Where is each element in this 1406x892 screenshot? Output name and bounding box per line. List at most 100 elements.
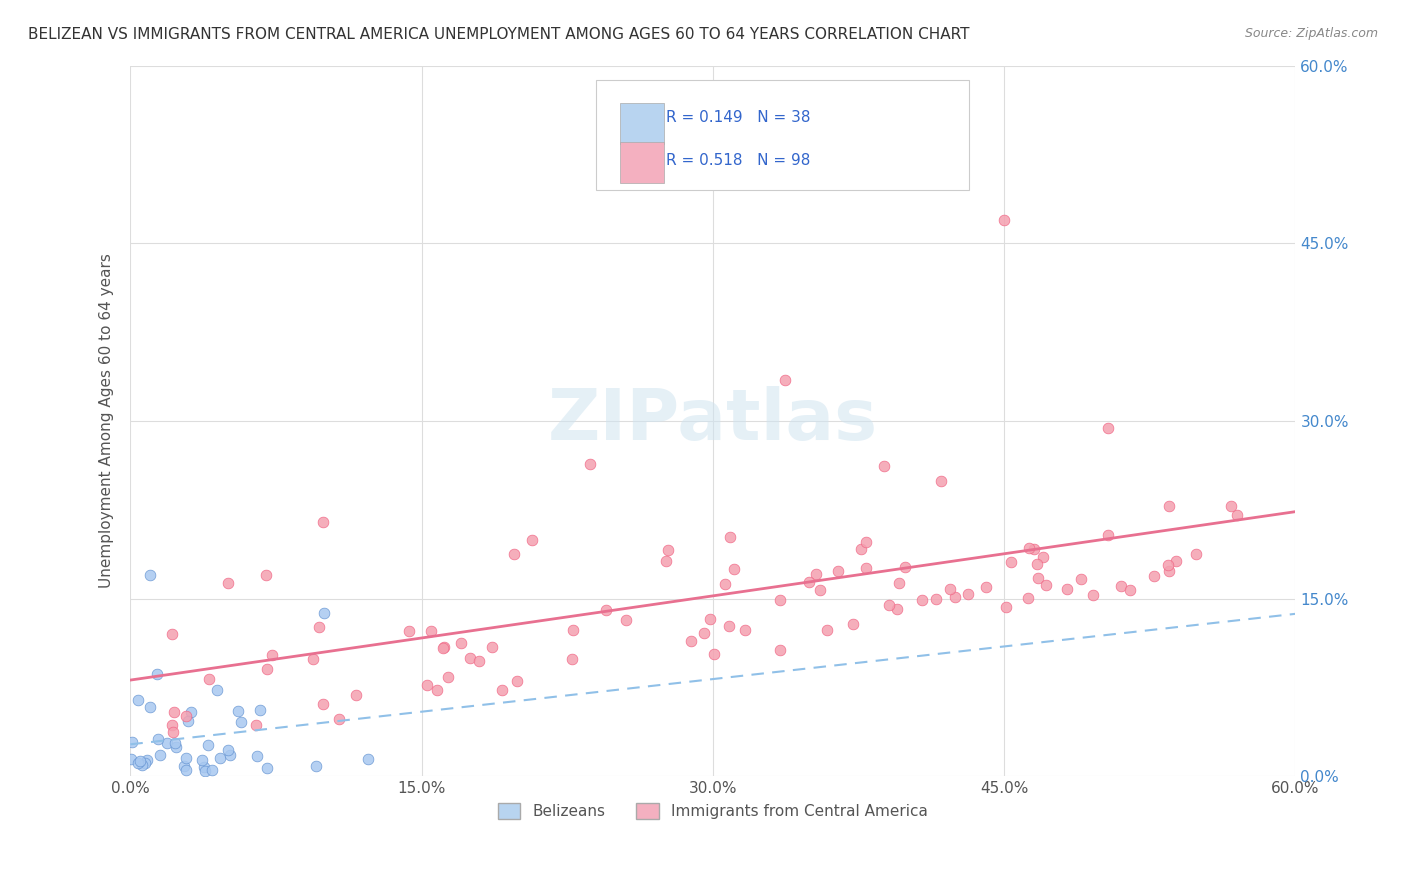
Point <box>162 724 184 739</box>
Point <box>734 623 756 637</box>
Point <box>127 693 149 707</box>
Point <box>254 568 277 582</box>
Point <box>134 756 156 771</box>
Point <box>579 458 602 472</box>
Point <box>699 612 721 626</box>
Point <box>520 533 543 547</box>
Point <box>654 554 676 568</box>
Text: ZIPatlas: ZIPatlas <box>548 386 877 456</box>
Point <box>231 714 253 729</box>
Point <box>173 759 195 773</box>
Point <box>344 688 367 702</box>
Point <box>1070 572 1092 586</box>
Point <box>217 576 239 591</box>
Point <box>450 636 472 650</box>
Point <box>160 718 183 732</box>
Point <box>460 651 482 665</box>
Text: BELIZEAN VS IMMIGRANTS FROM CENTRAL AMERICA UNEMPLOYMENT AMONG AGES 60 TO 64 YEA: BELIZEAN VS IMMIGRANTS FROM CENTRAL AMER… <box>28 27 970 42</box>
Point <box>1157 558 1180 572</box>
Point <box>993 212 1015 227</box>
Point <box>209 751 232 765</box>
Point <box>260 648 283 663</box>
Point <box>974 580 997 594</box>
Point <box>872 459 894 474</box>
Point <box>174 763 197 777</box>
Point <box>176 709 198 723</box>
Point <box>1017 591 1039 605</box>
Point <box>165 740 187 755</box>
Point <box>176 714 198 729</box>
Point <box>218 747 240 762</box>
Point <box>1018 541 1040 555</box>
Point <box>1157 564 1180 578</box>
Point <box>190 753 212 767</box>
Point <box>1056 582 1078 597</box>
Point <box>1035 578 1057 592</box>
Point <box>193 760 215 774</box>
Point <box>146 666 169 681</box>
Point <box>1022 542 1045 557</box>
Point <box>432 640 454 655</box>
Point <box>561 652 583 666</box>
Point <box>1109 579 1132 593</box>
Point <box>720 530 742 544</box>
Point <box>703 647 725 661</box>
Point <box>657 543 679 558</box>
Point <box>163 736 186 750</box>
Point <box>714 576 737 591</box>
Point <box>301 652 323 666</box>
Point <box>1097 528 1119 542</box>
Point <box>929 475 952 489</box>
Point <box>246 749 269 764</box>
Point <box>416 678 439 692</box>
Point <box>842 617 865 632</box>
Point <box>1166 554 1188 568</box>
Point <box>945 591 967 605</box>
Point <box>1026 571 1049 585</box>
Point <box>162 706 184 720</box>
Point <box>419 624 441 638</box>
Point <box>139 700 162 714</box>
Point <box>938 582 960 596</box>
Point <box>956 587 979 601</box>
Point <box>136 753 159 767</box>
Point <box>1000 555 1022 569</box>
Text: R = 0.149   N = 38: R = 0.149 N = 38 <box>666 110 811 125</box>
Point <box>180 705 202 719</box>
Point <box>506 673 529 688</box>
Point <box>1157 499 1180 513</box>
Point <box>717 619 740 633</box>
Point <box>561 624 583 638</box>
Point <box>245 717 267 731</box>
Point <box>149 748 172 763</box>
Point <box>994 600 1017 615</box>
Point <box>804 566 827 581</box>
Point <box>1032 549 1054 564</box>
Point <box>197 738 219 752</box>
Point <box>693 625 716 640</box>
Point <box>723 562 745 576</box>
Point <box>911 592 934 607</box>
Point <box>160 626 183 640</box>
Point <box>174 751 197 765</box>
Point <box>886 602 908 616</box>
Point <box>226 704 249 718</box>
Point <box>1081 588 1104 602</box>
Point <box>503 547 526 561</box>
Point <box>432 640 454 654</box>
Point <box>877 598 900 612</box>
Point <box>426 682 449 697</box>
FancyBboxPatch shape <box>620 142 664 183</box>
Point <box>156 735 179 749</box>
Point <box>769 642 792 657</box>
Point <box>121 734 143 748</box>
Point <box>815 623 838 637</box>
Y-axis label: Unemployment Among Ages 60 to 64 years: Unemployment Among Ages 60 to 64 years <box>100 253 114 589</box>
Point <box>207 683 229 698</box>
Point <box>1226 508 1249 523</box>
Point <box>614 613 637 627</box>
Point <box>679 634 702 648</box>
Point <box>849 541 872 556</box>
Point <box>131 758 153 772</box>
Point <box>217 743 239 757</box>
